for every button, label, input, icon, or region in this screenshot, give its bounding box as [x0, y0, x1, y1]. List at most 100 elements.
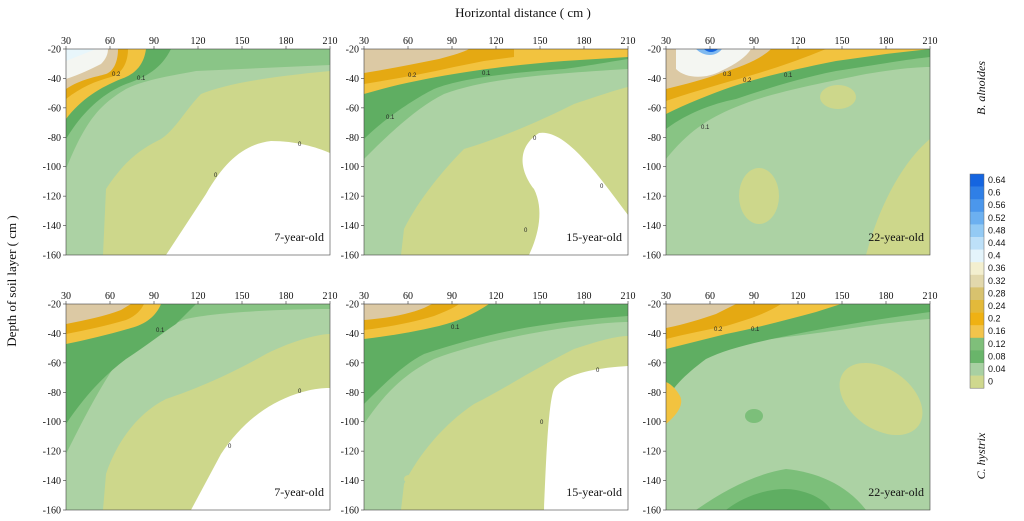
x-tick-label: 120 [191, 36, 206, 47]
svg-text:0: 0 [600, 184, 604, 190]
colorbar-segment [970, 300, 984, 313]
colorbar-segment [970, 287, 984, 301]
y-tick-label: -100 [341, 417, 359, 428]
colorbar-tick-label: 0.28 [988, 288, 1006, 298]
colorbar: 0.64 0.6 0.56 0.52 0.48 0.44 0.4 0.36 0.32 0.28 0.… [969, 173, 1006, 389]
y-tick-label: -20 [648, 45, 661, 56]
svg-text:0.2: 0.2 [743, 78, 752, 84]
colorbar-tick-label: 0.16 [988, 326, 1006, 336]
x-tick-label: 60 [403, 291, 413, 302]
panel-axes-4: 30 60 90 120 150 180 210 -20 -40 -60 -80 -100 -120 -1… [341, 291, 636, 517]
colorbar-segment [970, 262, 984, 276]
y-tick-label: -60 [346, 103, 359, 114]
x-tick-label: 210 [621, 36, 636, 47]
x-tick-label: 30 [359, 36, 369, 47]
x-tick-label: 90 [749, 36, 759, 47]
y-tick-label: -160 [643, 506, 661, 517]
colorbar-tick-label: 0 [988, 377, 993, 387]
y-tick-label: -60 [648, 103, 661, 114]
panel-age-label: 22-year-old [868, 485, 924, 499]
y-tick-label: -120 [43, 447, 61, 458]
species-label-c-hystrix: C. hystrix [974, 432, 988, 479]
x-axis-title: Horizontal distance ( cm ) [455, 5, 591, 20]
y-tick-label: -40 [346, 74, 359, 85]
x-tick-label: 90 [149, 291, 159, 302]
colorbar-tick-label: 0.12 [988, 339, 1006, 349]
colorbar-tick-label: 0.6 [988, 188, 1001, 198]
colorbar-frame [969, 173, 985, 389]
y-tick-label: -100 [341, 162, 359, 173]
y-tick-label: -40 [648, 329, 661, 340]
colorbar-tick-label: 0.48 [988, 225, 1006, 235]
y-tick-label: -60 [346, 358, 359, 369]
colorbar-segment [970, 375, 984, 389]
x-tick-label: 180 [279, 291, 294, 302]
colorbar-segment [970, 211, 984, 225]
colorbar-segment [970, 274, 984, 288]
x-tick-label: 120 [191, 291, 206, 302]
x-tick-label: 150 [835, 291, 850, 302]
y-tick-label: -80 [48, 133, 61, 144]
x-tick-label: 180 [577, 36, 592, 47]
svg-text:0: 0 [540, 420, 544, 426]
y-tick-label: -140 [43, 221, 61, 232]
colorbar-segment [970, 249, 984, 263]
y-tick-label: -20 [48, 45, 61, 56]
colorbar-segment [970, 224, 984, 238]
x-tick-label: 180 [879, 291, 894, 302]
colorbar-tick-label: 0.52 [988, 213, 1006, 223]
panel-age-label: 15-year-old [566, 230, 622, 244]
y-tick-label: -60 [48, 358, 61, 369]
panel-balnoides-22yr: 0.3 0.2 0.1 0.1 [666, 49, 930, 255]
svg-text:0.1: 0.1 [751, 327, 760, 333]
colorbar-tick-label: 0.32 [988, 276, 1006, 286]
x-tick-label: 150 [533, 36, 548, 47]
y-tick-label: -80 [648, 133, 661, 144]
x-tick-label: 120 [489, 36, 504, 47]
svg-text:0.1: 0.1 [784, 73, 793, 79]
x-tick-label: 90 [447, 291, 457, 302]
x-tick-label: 180 [879, 36, 894, 47]
colorbar-segment [970, 174, 984, 187]
svg-text:0: 0 [533, 136, 537, 142]
panel-balnoides-15yr: 0.2 0.1 0.1 0 0 0 [364, 49, 628, 255]
x-tick-label: 210 [923, 36, 938, 47]
svg-text:0: 0 [298, 142, 302, 148]
x-tick-label: 120 [791, 291, 806, 302]
colorbar-tick-label: 0.2 [988, 314, 1001, 324]
colorbar-tick-label: 0.36 [988, 263, 1006, 273]
svg-text:0.1: 0.1 [137, 76, 146, 82]
x-tick-label: 210 [323, 291, 338, 302]
y-tick-label: -20 [346, 45, 359, 56]
colorbar-segment [970, 350, 984, 364]
colorbar-segment [970, 312, 984, 326]
colorbar-tick-label: 0.24 [988, 301, 1006, 311]
panel-axes-2: 30 60 90 120 150 180 210 -20 -40 -60 -80 -100 -120 -1… [643, 36, 938, 262]
colorbar-tick-label: 0.4 [988, 251, 1001, 261]
panel-axes-5: 30 60 90 120 150 180 210 -20 -40 -60 -80 -100 -120 -1… [643, 291, 938, 517]
colorbar-tick-label: 0.64 [988, 175, 1006, 185]
colorbar-tick-label: 0.56 [988, 200, 1006, 210]
svg-text:0.1: 0.1 [156, 328, 165, 334]
svg-text:0: 0 [596, 368, 600, 374]
x-tick-label: 150 [533, 291, 548, 302]
y-tick-label: -20 [648, 300, 661, 311]
y-tick-label: -120 [341, 447, 359, 458]
x-tick-label: 150 [835, 36, 850, 47]
y-tick-label: -160 [43, 506, 61, 517]
y-tick-label: -60 [48, 103, 61, 114]
y-tick-label: -140 [341, 476, 359, 487]
y-tick-label: -80 [346, 133, 359, 144]
y-tick-label: -120 [643, 447, 661, 458]
svg-text:0.1: 0.1 [701, 125, 710, 131]
panel-axes-1: 30 60 90 120 150 180 210 -20 -40 -60 -80 -100 -120 -1… [341, 36, 636, 262]
x-tick-label: 30 [359, 291, 369, 302]
y-tick-label: -60 [648, 358, 661, 369]
y-tick-label: -120 [341, 192, 359, 203]
y-tick-label: -140 [43, 476, 61, 487]
colorbar-segment [970, 337, 984, 351]
svg-text:0: 0 [228, 444, 232, 450]
x-tick-label: 30 [61, 291, 71, 302]
colorbar-segment [970, 325, 984, 339]
